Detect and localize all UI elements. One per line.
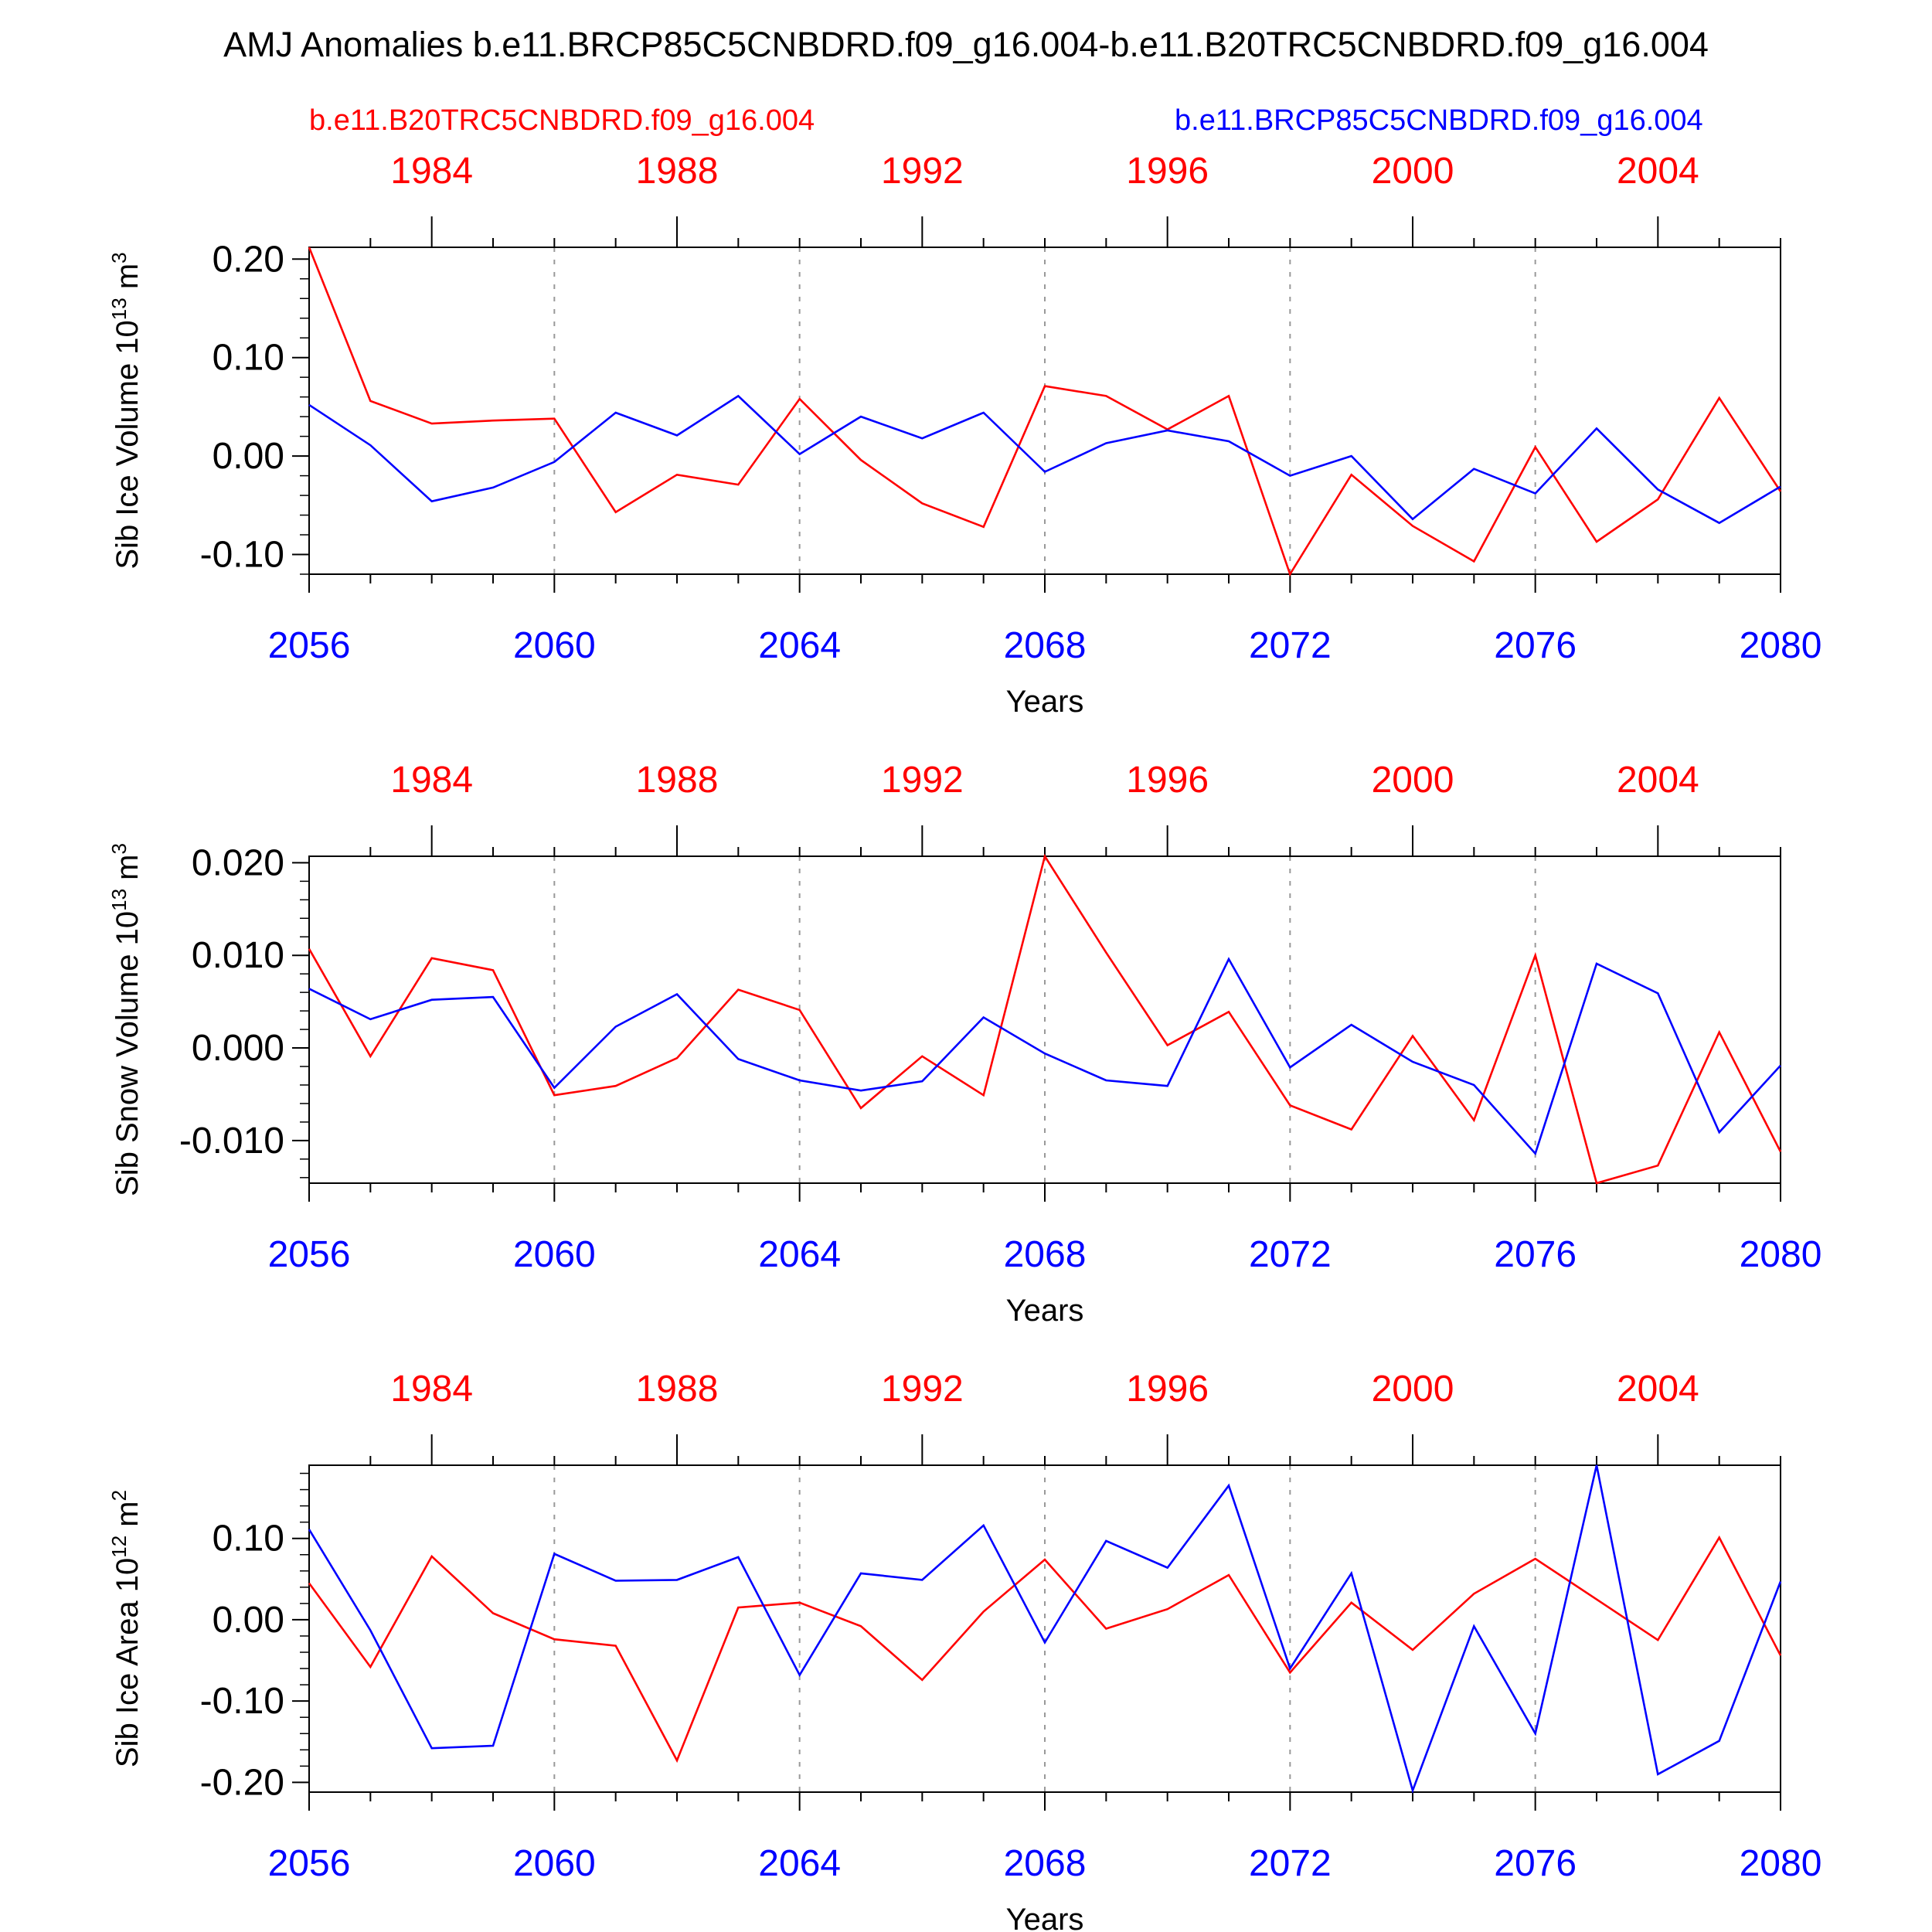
panel-2: 0.020 0.010 0.000 -0.010 2056 2060 2064 2068 207… (107, 760, 1821, 1328)
y-axis-label: Sib Ice Volume 1013 m3 (107, 252, 145, 569)
chart-title: AMJ Anomalies b.e11.BRCP85C5CNBDRD.f09_g… (223, 25, 1709, 64)
x-tick-label-historical: 1984 (390, 1369, 473, 1410)
panel-1: 0.20 0.10 0.00 -0.10 2056 2060 2064 2068 2072 207… (107, 151, 1821, 719)
x-tick-label-future: 2068 (1004, 625, 1087, 666)
y-tick-label: -0.20 (200, 1762, 284, 1803)
legend-historical: b.e11.B20TRC5CNBDRD.f09_g16.004 (309, 104, 815, 137)
x-tick-label-future: 2076 (1494, 625, 1577, 666)
y-axis-label-main: Sib Snow Volume 10 (111, 911, 145, 1196)
x-tick-label-future: 2064 (758, 1843, 841, 1884)
x-axis-label: Years (1006, 685, 1084, 719)
y-tick-label: 0.010 (192, 935, 284, 976)
x-tick-label-future: 2080 (1740, 625, 1822, 666)
x-tick-label-historical: 1992 (881, 760, 964, 801)
x-tick-label-future: 2072 (1249, 1843, 1332, 1884)
x-tick-label-future: 2076 (1494, 1234, 1577, 1275)
x-tick-label-future: 2060 (513, 625, 596, 666)
y-axis-label-main: Sib Ice Volume 10 (111, 320, 145, 569)
x-tick-label-future: 2072 (1249, 625, 1332, 666)
y-tick-label: -0.10 (200, 1681, 284, 1722)
x-tick-label-future: 2080 (1740, 1234, 1822, 1275)
y-axis-label-exp1: 13 (107, 889, 131, 911)
x-tick-label-future: 2080 (1740, 1843, 1822, 1884)
y-axis-label-mid: m (111, 264, 145, 298)
x-tick-label-future: 2068 (1004, 1234, 1087, 1275)
x-tick-label-historical: 1996 (1126, 1369, 1209, 1410)
x-axis-label: Years (1006, 1294, 1084, 1328)
x-tick-label-future: 2064 (758, 625, 841, 666)
x-tick-label-historical: 2000 (1372, 760, 1454, 801)
y-tick-label: 0.20 (213, 239, 284, 280)
x-tick-label-historical: 1988 (636, 760, 719, 801)
y-axis-label-main: Sib Ice Area 10 (111, 1558, 145, 1767)
x-axis-label: Years (1006, 1903, 1084, 1932)
panels: 0.20 0.10 0.00 -0.10 2056 2060 2064 2068 2072 207… (107, 151, 1821, 1932)
y-axis-label-exp2: 2 (107, 1490, 131, 1501)
x-tick-label-historical: 1984 (390, 151, 473, 192)
x-tick-label-future: 2060 (513, 1234, 596, 1275)
x-tick-label-historical: 2004 (1617, 151, 1699, 192)
x-tick-label-historical: 1988 (636, 1369, 719, 1410)
x-tick-label-historical: 1996 (1126, 760, 1209, 801)
panel-3: 0.10 0.00 -0.10 -0.20 2056 2060 2064 2068 2072 20… (107, 1369, 1821, 1932)
x-tick-label-future: 2056 (268, 1234, 351, 1275)
x-tick-label-historical: 2000 (1372, 151, 1454, 192)
x-tick-label-future: 2072 (1249, 1234, 1332, 1275)
x-tick-label-future: 2068 (1004, 1843, 1087, 1884)
y-tick-label: 0.10 (213, 1519, 284, 1560)
x-tick-label-historical: 2000 (1372, 1369, 1454, 1410)
x-tick-label-future: 2076 (1494, 1843, 1577, 1884)
y-axis-label-exp2: 3 (107, 843, 131, 854)
x-tick-label-future: 2064 (758, 1234, 841, 1275)
y-tick-label: 0.00 (213, 1600, 284, 1641)
y-tick-label: -0.10 (200, 535, 284, 576)
x-tick-label-future: 2060 (513, 1843, 596, 1884)
y-tick-label: 0.020 (192, 842, 284, 883)
y-tick-label: -0.010 (179, 1121, 284, 1162)
y-tick-label: 0.000 (192, 1028, 284, 1069)
y-axis-label-exp1: 13 (107, 298, 131, 320)
y-axis-label-exp2: 3 (107, 252, 131, 263)
x-tick-label-historical: 2004 (1617, 1369, 1699, 1410)
x-tick-label-historical: 1996 (1126, 151, 1209, 192)
x-tick-label-future: 2056 (268, 1843, 351, 1884)
x-tick-label-historical: 1992 (881, 1369, 964, 1410)
legend-future: b.e11.BRCP85C5CNBDRD.f09_g16.004 (1175, 104, 1703, 137)
y-axis-label-exp1: 12 (107, 1536, 131, 1558)
y-tick-label: 0.10 (213, 338, 284, 379)
y-axis-label: Sib Ice Area 1012 m2 (107, 1490, 145, 1767)
x-tick-label-future: 2056 (268, 625, 351, 666)
x-tick-label-historical: 1988 (636, 151, 719, 192)
y-axis-label-mid: m (111, 854, 145, 888)
x-tick-label-historical: 1984 (390, 760, 473, 801)
x-tick-label-historical: 1992 (881, 151, 964, 192)
y-axis-label-mid: m (111, 1501, 145, 1535)
y-axis-label: Sib Snow Volume 1013 m3 (107, 843, 145, 1196)
y-tick-label: 0.00 (213, 436, 284, 477)
x-tick-label-historical: 2004 (1617, 760, 1699, 801)
